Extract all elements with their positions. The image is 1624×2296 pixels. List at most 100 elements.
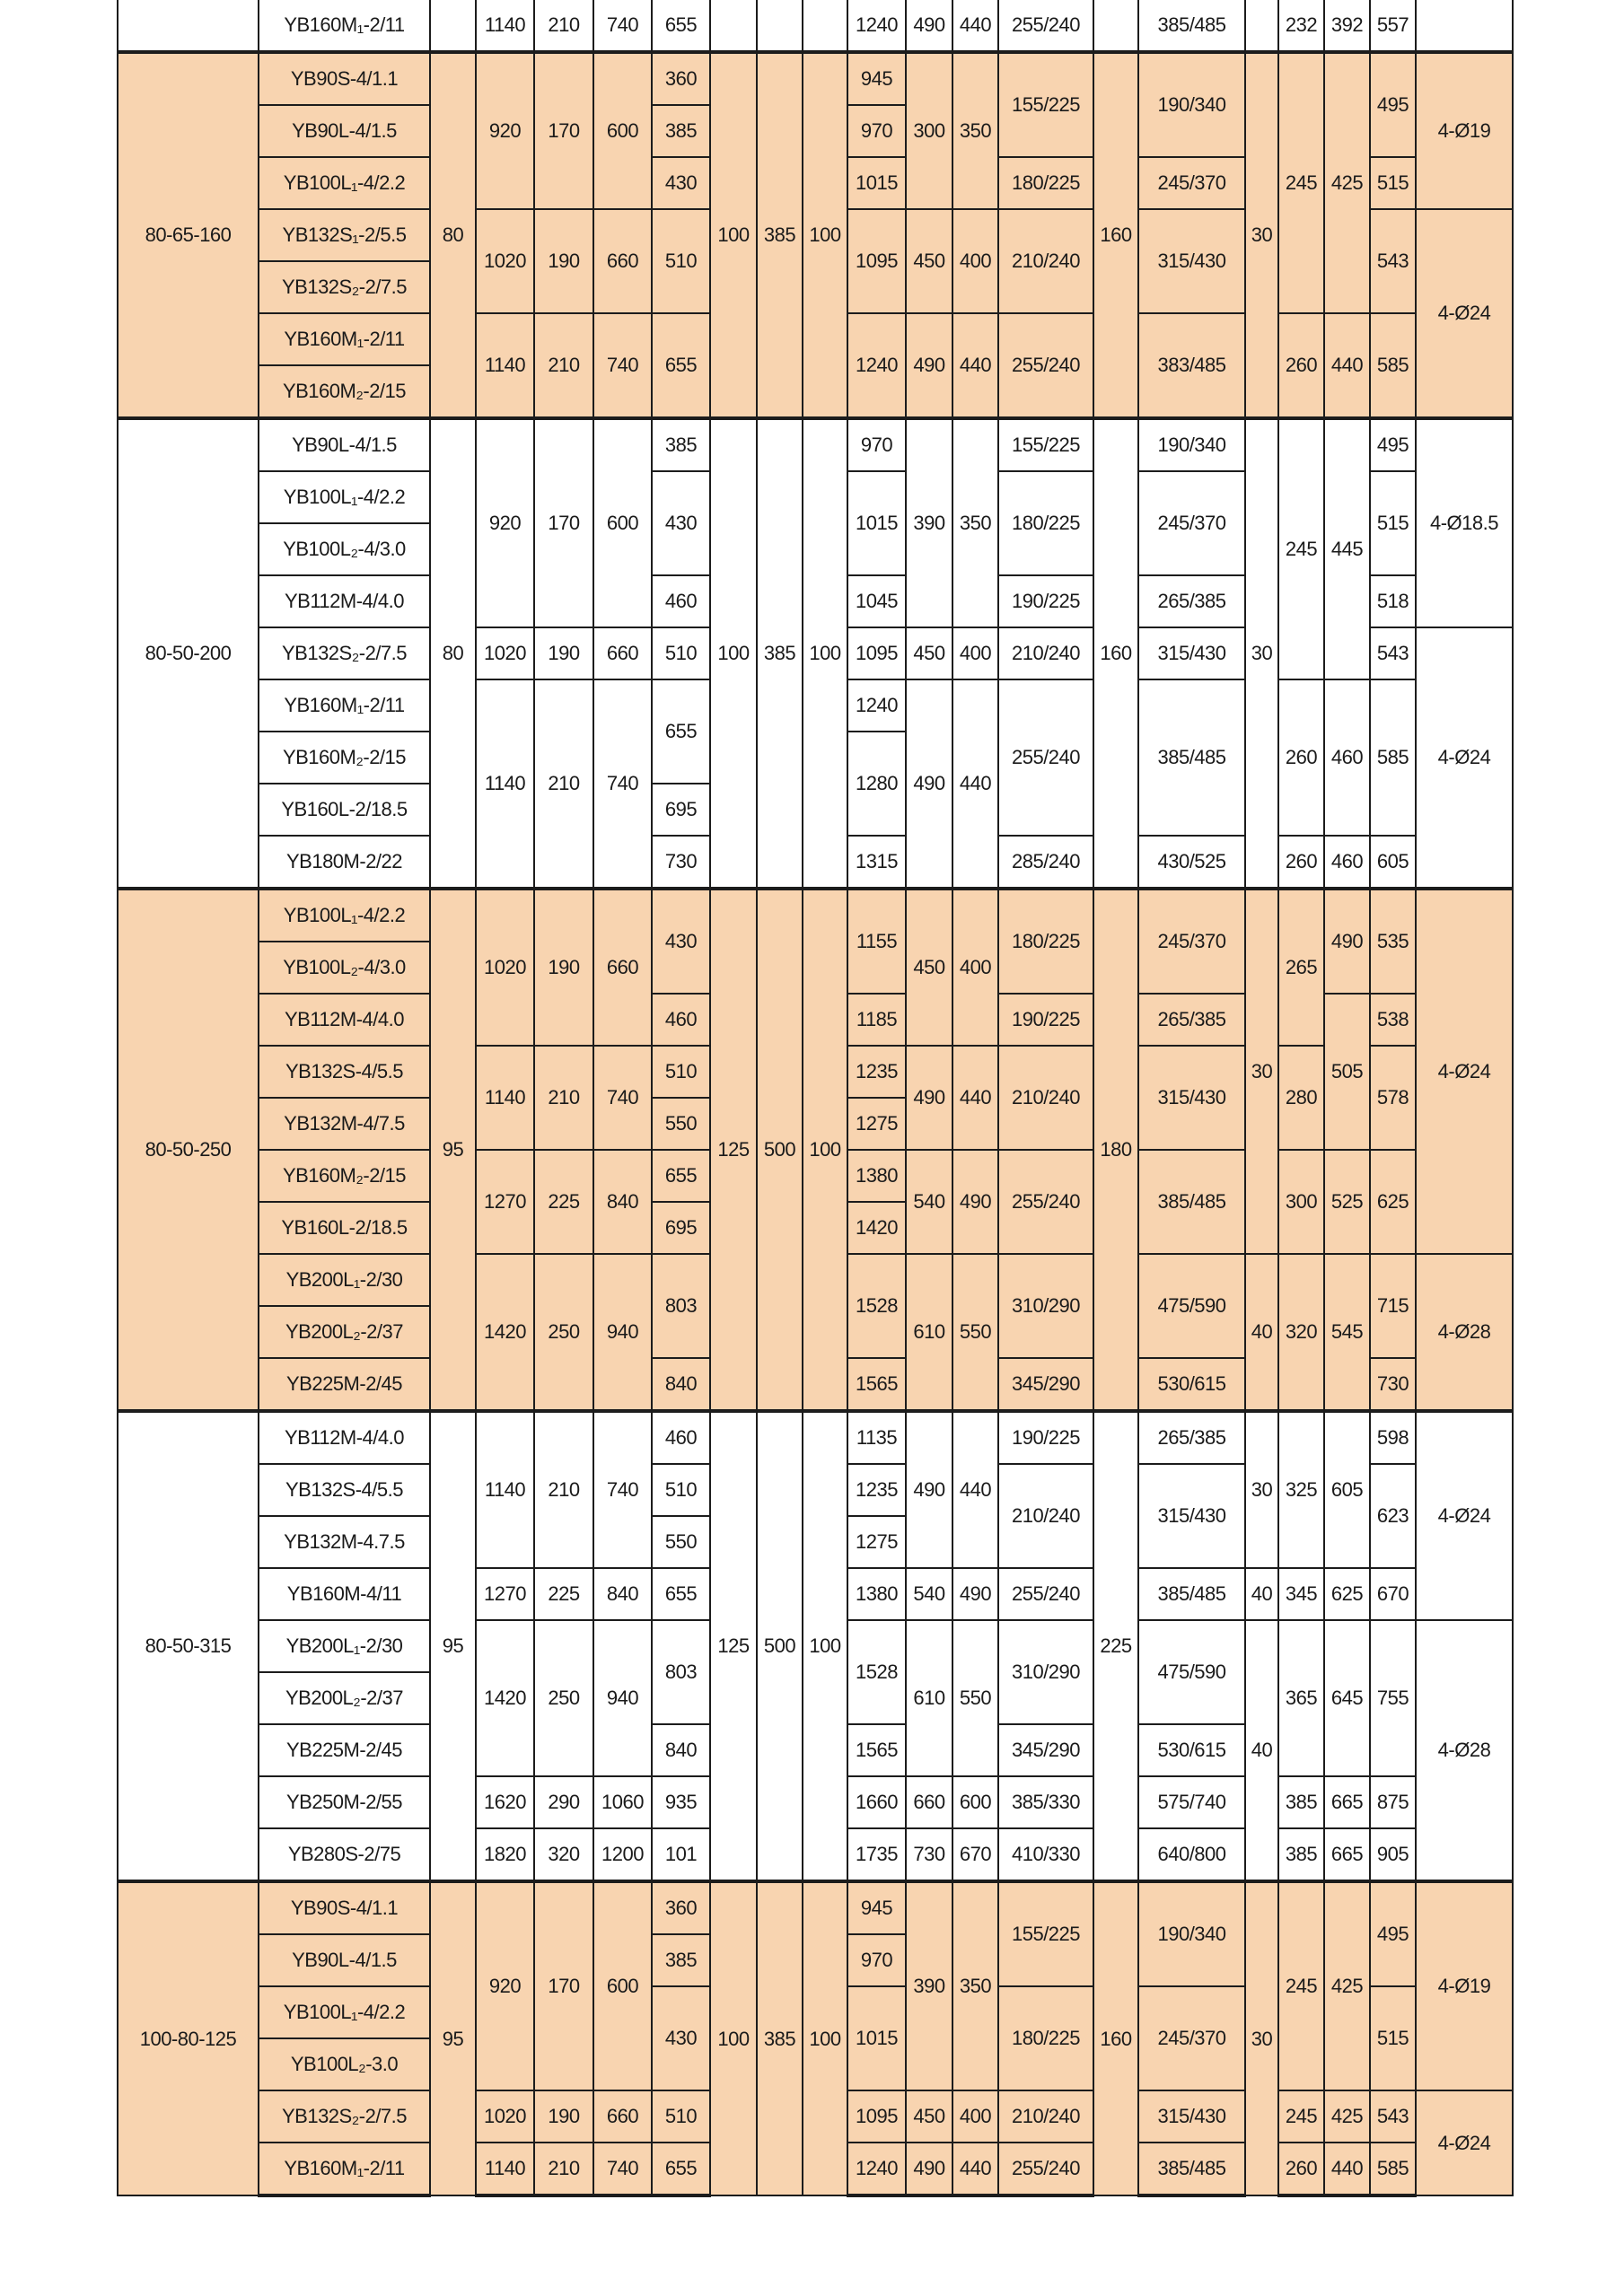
table-cell: 190/225 [997,993,1094,1047]
table-cell: 385 [1277,1827,1325,1882]
table-cell: 1185 [847,993,907,1047]
table-cell: 1095 [847,2090,907,2143]
table-cell: 490 [905,312,953,419]
table-row: YB100L₂-4/3.0 [118,522,1513,576]
table-cell: 540 [905,1149,953,1255]
table-row: 80-50-315 YB112M-4/4.0 95 1140 210 740 460 125 5… [117,1409,1514,1882]
table-row: YB132S₂-2/7.5 1020 190 660 510 1095 450 400 210/… [118,2090,1514,2196]
table-cell: 935 [651,1775,711,1829]
table-row: YB160M-4/11 1270 225 840 655 1380 540 490 255/24… [118,1567,1513,1621]
table-cell: 225 [533,1149,594,1255]
table-cell: 4-Ø18.5 [1415,416,1514,628]
table-cell: 610 [905,1253,953,1412]
table-cell: 1565 [847,1723,907,1777]
table-cell: 598 [1369,1409,1417,1465]
table-cell: 510 [651,1463,711,1517]
table-cell: 550 [651,1515,711,1569]
table-cell: 245/370 [1137,470,1246,576]
table-cell: 920 [475,416,535,628]
table-cell: YB280S-2/75 [258,1827,431,1882]
table-cell: YB160M₂-2/15 [258,364,431,419]
table-cell: 360 [651,50,711,106]
table-cell: 210 [533,0,594,53]
table-cell: 1528 [847,1619,907,1725]
table-cell: 4-Ø19 [1415,1880,1514,2091]
table-cell: 30 [1244,1880,1279,2196]
table-cell: 225 [1093,1409,1139,1882]
table-cell: YB160M₂-2/15 [258,1149,431,1203]
table-cell: 1095 [847,627,907,680]
table-cell: 1235 [847,1045,907,1099]
table-cell: 190 [533,887,594,1047]
table-cell: YB90S-4/1.1 [258,50,431,106]
table-cell: 310/290 [997,1253,1094,1359]
table-cell: 400 [952,887,999,1047]
table-cell: 740 [593,1045,653,1151]
table-cell: 300 [1277,1149,1325,1255]
table-cell: 1095 [847,208,907,314]
table-cell: 190 [533,208,594,314]
table-cell: 605 [1369,835,1417,889]
table-cell [117,0,259,53]
table-row: YB200L₂-2/37 [118,1671,1513,1725]
table-cell: 440 [952,679,999,889]
table-cell: YB90L-4/1.5 [258,416,431,472]
table-cell: YB200L₂-2/37 [258,1305,431,1359]
table-cell: 1565 [847,1357,907,1412]
table-cell: 510 [651,627,711,680]
table-row: YB100L₂-3.0 [118,2037,1513,2091]
table-cell: 625 [1369,1149,1417,1255]
table-cell: 170 [533,50,594,210]
table-cell: 125 [709,1409,758,1882]
table-cell: 623 [1369,1463,1417,1569]
table-cell: YB100L₁-4/2.2 [258,887,431,942]
table-cell: 30 [1244,887,1279,1255]
table-row: YB160M₁-2/11 1140 210 740 655 1240 490 440 255/2… [118,2142,1513,2197]
table-cell: 530/615 [1137,1723,1246,1777]
table-cell: 392 [1323,0,1371,53]
table-cell: 80 [429,416,477,889]
table-cell: 100 [802,1409,848,1882]
table-cell: 383/485 [1137,312,1246,419]
table-cell: 440 [952,1409,999,1569]
table-cell: 1060 [593,1775,653,1829]
table-cell: YB132M-4/7.5 [258,1097,431,1151]
table-cell: 585 [1369,312,1417,419]
table-cell: 1270 [475,1149,535,1255]
table-row: YB160M₂-2/15 1270 225 840 655 1380 540 490 255/2… [118,1149,1513,1255]
table-cell: YB100L₁-4/2.2 [258,470,431,524]
table-cell: 180/225 [997,156,1094,210]
table-cell: YB250M-2/55 [258,1775,431,1829]
table-cell: 495 [1369,416,1417,472]
table-cell [709,0,758,53]
table-cell: 545 [1323,1253,1371,1412]
table-cell: 170 [533,1880,594,2091]
table-cell: 665 [1323,1775,1371,1829]
table-cell: 460 [651,1409,711,1465]
table-cell: 1140 [475,1409,535,1569]
table-cell: 610 [905,1619,953,1777]
table-cell: 660 [593,887,653,1047]
table-cell: YB160L-2/18.5 [258,1201,431,1255]
table-row: YB250M-2/55 1620 290 1060 935 1660 660 600 385/3… [118,1775,1513,1829]
table-cell: YB160L-2/18.5 [258,783,431,837]
table-cell: 1155 [847,887,907,995]
table-row: YB200L₁-2/30 1420 250 940 803 1528 610 550 310/2… [118,1253,1514,1412]
table-cell: 325 [1277,1409,1325,1569]
table-cell: 525 [1323,1149,1371,1255]
table-cell: 578 [1369,1045,1417,1151]
table-cell: 1140 [475,312,535,419]
table-row: 100-80-125 YB90S-4/1.1 95 920 170 600 360 100 38… [117,1880,1514,2196]
table-row: YB280S-2/75 1820 320 1200 101 1735 730 670 410/3… [118,1827,1513,1882]
pump-type-cell: 80-50-315 [117,1409,259,1882]
pump-group: YB160M₁-2/11 1140 210 740 655 1240 490 440 255/2… [117,0,1514,53]
table-cell: YB112M-4/4.0 [258,993,431,1047]
table-cell: 970 [847,416,907,472]
table-cell: 440 [952,0,999,53]
table-cell: 445 [1323,416,1371,680]
table-cell: 840 [651,1723,711,1777]
table-cell: 1015 [847,470,907,576]
table-row: YB100L₂-4/3.0 [118,941,1513,995]
table-cell: 840 [593,1567,653,1621]
table-cell: 285/240 [997,835,1094,889]
